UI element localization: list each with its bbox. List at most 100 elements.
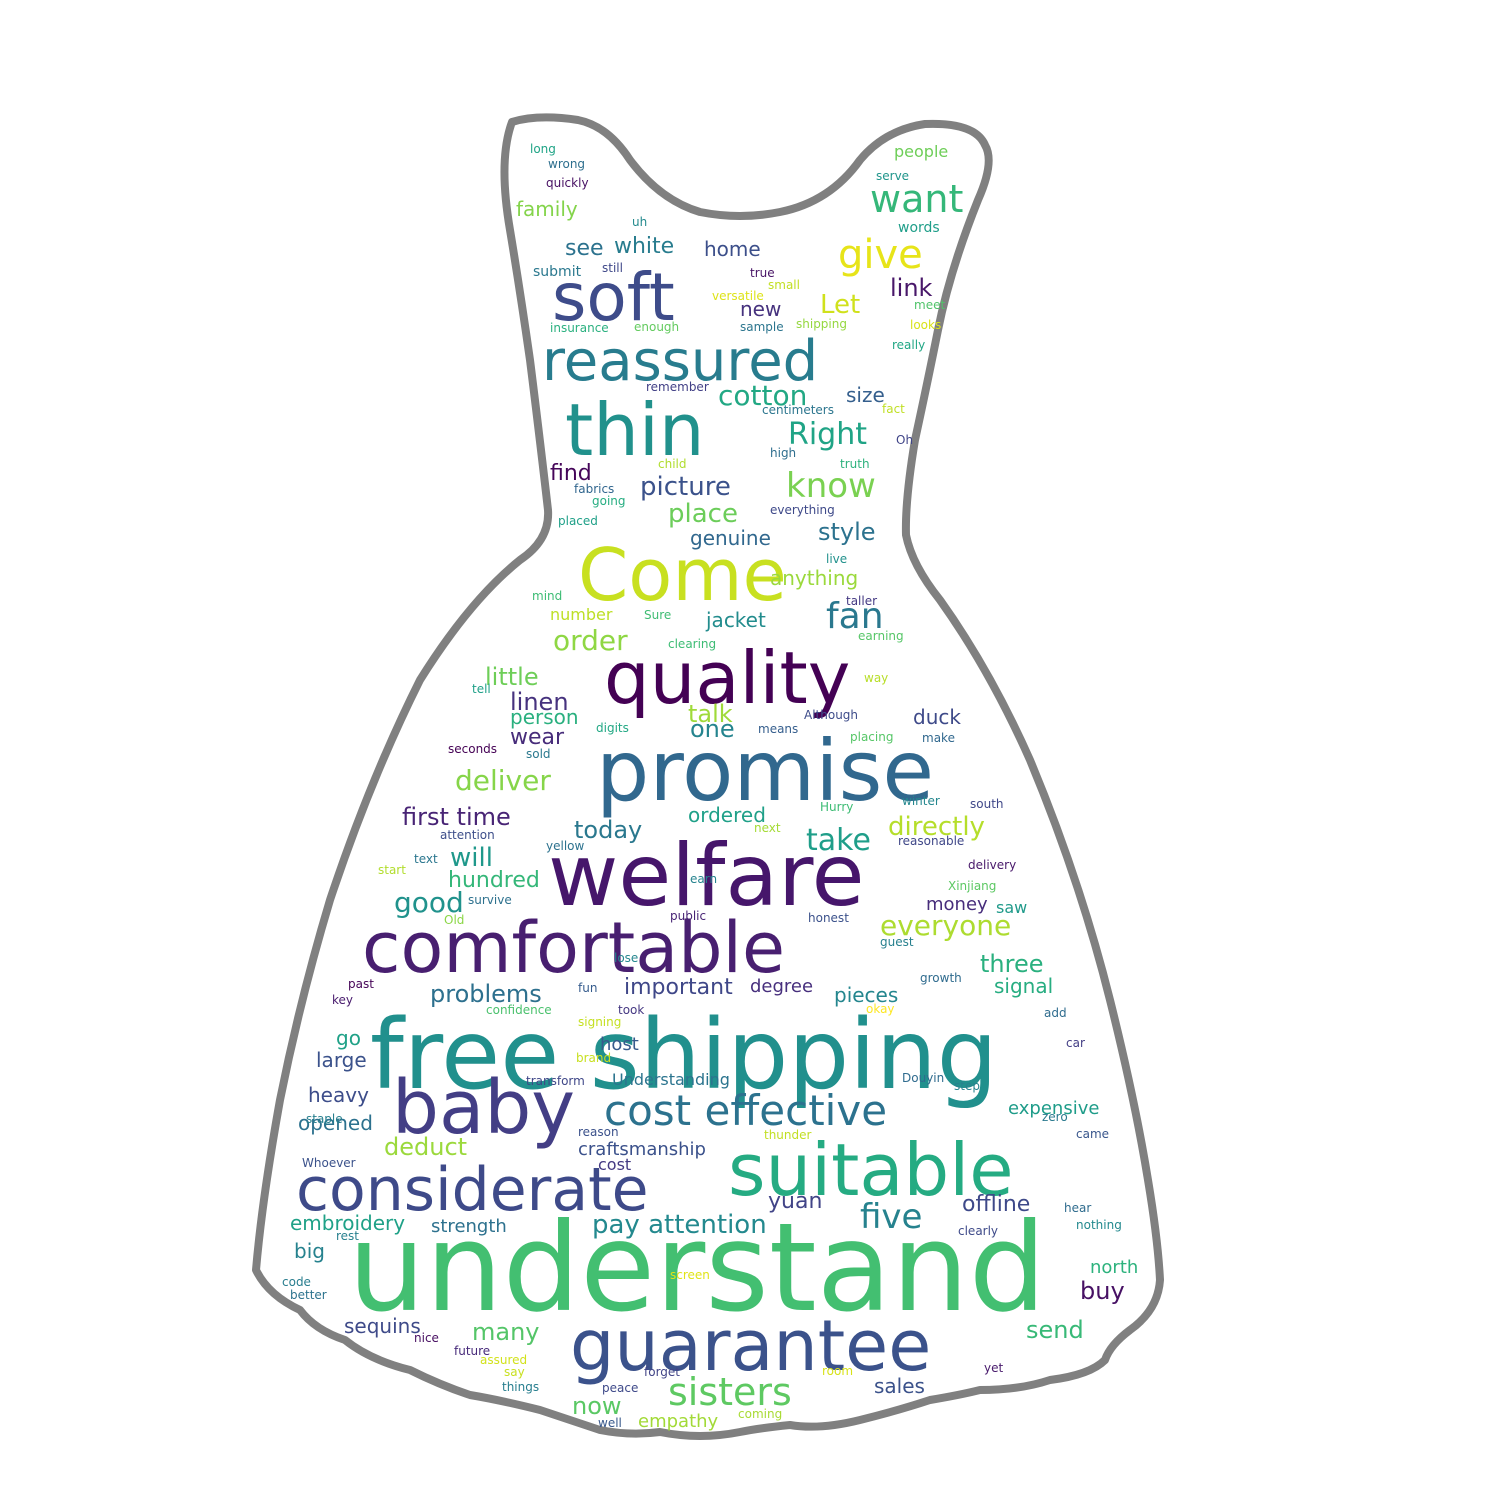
word-words: words xyxy=(898,220,940,236)
word-still: still xyxy=(602,261,623,275)
word-north: north xyxy=(1090,1257,1138,1278)
word-centimeters: centimeters xyxy=(762,403,834,417)
word-order: order xyxy=(553,624,628,657)
word-going: going xyxy=(592,494,626,508)
word-seconds: seconds xyxy=(448,742,497,756)
word-fan: fan xyxy=(826,596,884,637)
word-mind: mind xyxy=(532,589,562,603)
word-soft: soft xyxy=(552,259,675,336)
word-thunder: thunder xyxy=(764,1128,812,1142)
word-three: three xyxy=(980,950,1044,978)
word-signing: signing xyxy=(578,1015,621,1029)
word-public: public xyxy=(670,909,706,923)
word-honest: honest xyxy=(808,911,849,925)
word-degree: degree xyxy=(750,976,813,997)
word-family: family xyxy=(516,197,578,221)
word-pieces: pieces xyxy=(834,983,898,1007)
word-quickly: quickly xyxy=(546,176,589,190)
word-promise: promise xyxy=(596,722,934,820)
word-guarantee: guarantee xyxy=(570,1305,931,1387)
word-everyone: everyone xyxy=(880,909,1011,942)
word-fact: fact xyxy=(882,402,905,416)
word-past: past xyxy=(348,977,374,991)
word-nice: nice xyxy=(414,1331,439,1345)
word-give: give xyxy=(838,232,923,278)
word-room: room xyxy=(822,1364,853,1378)
word-expensive: expensive xyxy=(1008,1098,1099,1119)
word-whoever: Whoever xyxy=(302,1156,356,1170)
word-yet: yet xyxy=(984,1361,1003,1375)
word-place: place xyxy=(668,499,738,529)
word-quality: quality xyxy=(604,636,850,720)
word-true: true xyxy=(750,266,775,280)
word-heavy: heavy xyxy=(308,1083,369,1107)
word-delivery: delivery xyxy=(968,858,1016,872)
word-baby: baby xyxy=(392,1065,575,1151)
word-enough: enough xyxy=(634,320,679,334)
word-many: many xyxy=(472,1318,540,1346)
word-make: make xyxy=(922,731,955,745)
word-want: want xyxy=(870,177,963,221)
word-considerate: considerate xyxy=(296,1155,649,1225)
word-large: large xyxy=(316,1048,367,1072)
word-add: add xyxy=(1044,1006,1067,1020)
word-good: good xyxy=(394,886,464,919)
word-sisters: sisters xyxy=(668,1370,792,1414)
word-duck: duck xyxy=(913,705,961,729)
word-means: means xyxy=(758,722,798,736)
word-step: step xyxy=(954,1079,980,1093)
word-yellow: yellow xyxy=(546,839,584,853)
word-versatile: versatile xyxy=(712,289,764,303)
word-hurry: Hurry xyxy=(820,800,853,814)
word-hear: hear xyxy=(1064,1201,1091,1215)
word-little: little xyxy=(485,663,539,691)
word-long: long xyxy=(530,142,556,156)
word-small: small xyxy=(768,278,800,292)
word-text: text xyxy=(414,852,438,866)
word-new: new xyxy=(740,297,781,321)
word-next: next xyxy=(754,821,781,835)
word-things: things xyxy=(502,1380,539,1394)
word-deliver: deliver xyxy=(455,764,551,797)
word-serve: serve xyxy=(876,169,909,183)
word-key: key xyxy=(332,993,353,1007)
word-let: Let xyxy=(820,290,860,320)
word-empathy: empathy xyxy=(638,1411,719,1432)
word-rest: rest xyxy=(336,1229,359,1243)
word-taller: taller xyxy=(846,594,877,608)
word-talk: talk xyxy=(688,700,733,728)
word-child: child xyxy=(658,457,687,471)
word-future: future xyxy=(454,1344,490,1358)
word-number: number xyxy=(550,605,613,624)
word-looks: looks xyxy=(910,318,941,332)
word-car: car xyxy=(1066,1036,1085,1050)
word-staple: staple xyxy=(306,1112,343,1126)
word-jacket: jacket xyxy=(705,608,766,632)
word-insurance: insurance xyxy=(550,321,609,335)
word-right: Right xyxy=(788,417,867,452)
word-survive: survive xyxy=(468,893,512,907)
word-home: home xyxy=(704,237,761,261)
word-money: money xyxy=(926,894,988,915)
word-directly: directly xyxy=(888,812,985,842)
word-see: see xyxy=(565,236,604,261)
word-start: start xyxy=(378,863,406,877)
word-digits: digits xyxy=(596,721,629,735)
word-growth: growth xyxy=(920,971,962,985)
word-peace: peace xyxy=(602,1381,638,1395)
word-transform: transform xyxy=(526,1074,585,1088)
word-size: size xyxy=(846,383,885,407)
word-sold: sold xyxy=(526,747,551,761)
word-shipping: shipping xyxy=(796,317,847,331)
word-layer: understand free shipping welfarepromisequa… xyxy=(282,142,1138,1432)
word-style: style xyxy=(818,518,876,546)
word-assured: assured xyxy=(480,1353,527,1367)
word-reassured: reassured xyxy=(542,329,818,394)
word-anything: anything xyxy=(770,566,858,590)
word-come: Come xyxy=(578,533,787,617)
word-linen: linen xyxy=(510,688,569,716)
word-attention: attention xyxy=(440,828,495,842)
word-craftsmanship: craftsmanship xyxy=(578,1139,706,1160)
word-everything: everything xyxy=(770,503,835,517)
word-lose: lose xyxy=(614,951,638,965)
